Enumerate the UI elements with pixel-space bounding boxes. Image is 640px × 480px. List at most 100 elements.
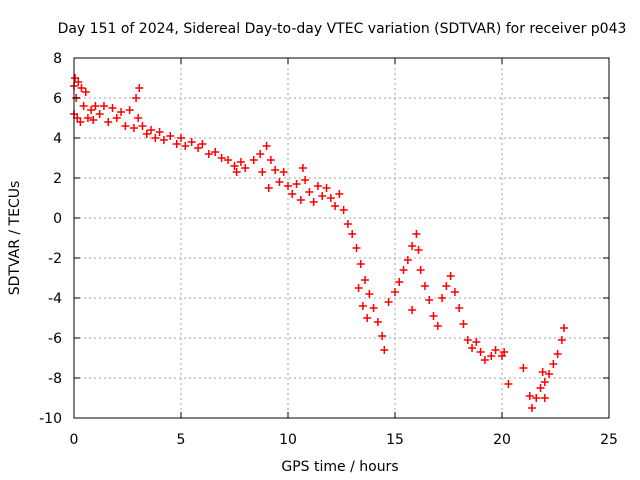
data-point <box>204 150 213 158</box>
data-point <box>425 296 434 304</box>
data-point <box>121 122 130 130</box>
data-point <box>129 124 138 132</box>
data-point <box>491 346 500 354</box>
data-point <box>363 314 372 322</box>
data-point <box>399 266 408 274</box>
data-point <box>438 294 447 302</box>
x-tick-label: 25 <box>600 432 618 448</box>
data-point <box>414 246 423 254</box>
data-point <box>446 272 455 280</box>
data-point <box>134 114 143 122</box>
data-point <box>132 94 141 102</box>
data-point <box>335 190 344 198</box>
data-point <box>95 110 104 118</box>
data-point <box>177 134 185 142</box>
data-point <box>373 318 382 326</box>
data-point <box>172 140 181 148</box>
data-point <box>298 164 307 172</box>
data-point <box>354 284 363 292</box>
data-point <box>358 302 367 310</box>
data-point <box>142 130 151 138</box>
data-point <box>455 304 464 312</box>
data-point <box>361 276 370 284</box>
data-point <box>79 102 88 110</box>
data-point <box>339 206 348 214</box>
data-point <box>532 394 541 402</box>
chart-title: Day 151 of 2024, Sidereal Day-to-day VTE… <box>58 21 627 37</box>
data-point <box>155 128 164 136</box>
data-point <box>77 84 86 92</box>
data-point <box>166 132 175 140</box>
data-point <box>241 164 250 172</box>
data-point <box>545 370 554 378</box>
data-point <box>322 184 331 192</box>
data-point <box>89 116 98 124</box>
data-point <box>249 156 258 164</box>
y-tick-label: 6 <box>53 91 62 107</box>
data-point <box>472 338 481 346</box>
data-point <box>262 142 271 150</box>
data-point <box>91 102 100 110</box>
plot-frame <box>73 57 610 419</box>
data-point <box>343 220 352 228</box>
data-point <box>504 380 513 388</box>
y-axis-label: SDTVAR / TECUs <box>7 181 23 296</box>
data-point <box>468 344 477 352</box>
data-point <box>87 106 96 114</box>
data-point <box>292 180 301 188</box>
data-point <box>217 154 226 162</box>
data-point <box>433 322 442 330</box>
data-point <box>463 336 472 344</box>
data-point <box>187 138 196 146</box>
data-point <box>326 194 335 202</box>
data-point <box>296 196 305 204</box>
data-point <box>476 348 485 356</box>
data-point <box>487 352 496 360</box>
y-tick-label: 8 <box>53 51 62 67</box>
data-point <box>104 118 113 126</box>
x-axis-label: GPS time / hours <box>281 459 398 475</box>
data-point <box>138 122 147 130</box>
data-point <box>112 114 121 122</box>
data-point <box>83 114 92 122</box>
data-point <box>538 368 547 376</box>
y-tick-label: 2 <box>53 171 62 187</box>
data-point <box>403 256 412 264</box>
data-point <box>211 148 220 156</box>
data-point <box>271 166 280 174</box>
data-point <box>74 78 83 86</box>
data-point <box>536 384 545 392</box>
data-point <box>384 298 393 306</box>
data-point <box>450 288 459 296</box>
y-tick-label: -6 <box>48 331 62 347</box>
axis-ticks <box>73 57 610 419</box>
data-point <box>442 282 451 290</box>
data-point <box>305 188 314 196</box>
data-point <box>348 230 357 238</box>
data-point <box>527 404 536 412</box>
data-point <box>553 350 562 358</box>
data-point <box>232 168 241 176</box>
data-point <box>352 244 361 252</box>
data-point <box>151 134 160 142</box>
data-point <box>408 306 417 314</box>
y-tick-label: -2 <box>48 251 62 267</box>
data-point <box>365 290 374 298</box>
data-point <box>309 198 318 206</box>
data-point <box>284 182 292 190</box>
y-tick-label: 4 <box>53 131 62 147</box>
data-point <box>313 182 322 190</box>
data-point <box>500 348 509 356</box>
data-points <box>70 74 569 412</box>
data-point <box>181 142 190 150</box>
data-point <box>256 150 265 158</box>
data-point <box>525 392 534 400</box>
data-point <box>224 156 233 164</box>
data-point <box>540 394 549 402</box>
data-point <box>99 102 108 110</box>
data-point <box>380 346 389 354</box>
data-point <box>395 278 404 286</box>
x-tick-label: 20 <box>493 432 511 448</box>
